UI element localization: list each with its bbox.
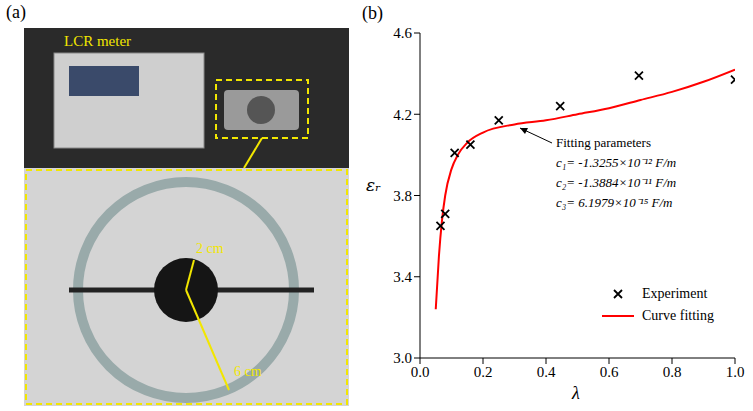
svg-text:0.0: 0.0: [411, 364, 430, 380]
svg-text:3.0: 3.0: [393, 350, 412, 366]
html-text:Fitting parameters: Fitting parameters: [556, 135, 651, 150]
svg-text:1.0: 1.0: [726, 364, 745, 380]
html-text:c₂= -1.3884×10⁻¹¹ F/m: c₂= -1.3884×10⁻¹¹ F/m: [556, 175, 677, 190]
html-text:(a): (a): [6, 2, 26, 22]
svg-text:3.4: 3.4: [393, 269, 412, 285]
svg-text:0.8: 0.8: [663, 364, 682, 380]
svg-text:0.6: 0.6: [600, 364, 619, 380]
html-text:c₃= 6.1979×10⁻¹⁵ F/m: c₃= 6.1979×10⁻¹⁵ F/m: [556, 195, 673, 210]
svg-text:0.2: 0.2: [474, 364, 493, 380]
svg-text:4.2: 4.2: [393, 107, 412, 123]
svg-text:2 cm: 2 cm: [196, 241, 224, 256]
svg-text:3.8: 3.8: [393, 188, 412, 204]
html-text:Experiment: Experiment: [642, 286, 708, 301]
svg-text:6 cm: 6 cm: [234, 364, 262, 379]
html-text:Curve fitting: Curve fitting: [642, 308, 714, 323]
svg-text:LCR meter: LCR meter: [64, 33, 131, 49]
html-text:c₁= -1.3255×10⁻¹² F/m: c₁= -1.3255×10⁻¹² F/m: [556, 155, 677, 170]
html-text:εᵣ: εᵣ: [366, 175, 381, 195]
svg-text:4.6: 4.6: [393, 25, 412, 41]
html-text:(b): (b): [362, 3, 383, 23]
html-text:λ: λ: [572, 383, 580, 403]
svg-text:0.4: 0.4: [537, 364, 556, 380]
